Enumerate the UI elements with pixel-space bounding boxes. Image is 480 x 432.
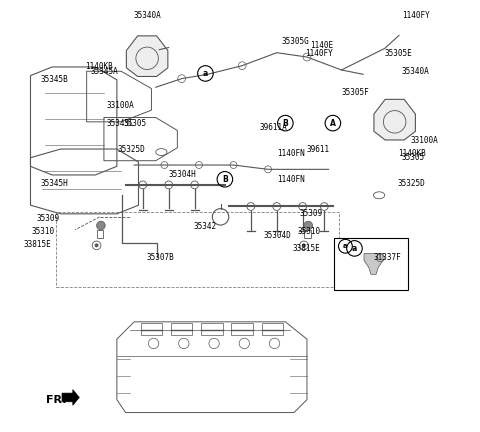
Text: 35325D: 35325D — [397, 179, 425, 188]
Text: 1140KB: 1140KB — [85, 63, 112, 71]
Text: 1140FN: 1140FN — [276, 149, 304, 158]
Text: B: B — [222, 175, 228, 184]
Circle shape — [304, 221, 312, 230]
Text: 39611A: 39611A — [259, 123, 287, 132]
Text: 1140FN: 1140FN — [276, 175, 304, 184]
Circle shape — [273, 203, 281, 210]
Circle shape — [302, 244, 306, 247]
Text: 35340A: 35340A — [133, 11, 161, 19]
Text: 33100A: 33100A — [410, 136, 438, 145]
Text: 35309: 35309 — [36, 214, 60, 222]
Text: 1140FY: 1140FY — [305, 50, 333, 58]
Circle shape — [230, 162, 237, 168]
Text: 33815E: 33815E — [23, 240, 51, 248]
Text: 35307B: 35307B — [146, 253, 174, 261]
Text: a: a — [203, 69, 208, 78]
Circle shape — [320, 203, 328, 210]
Circle shape — [299, 203, 307, 210]
Text: 35310: 35310 — [32, 227, 55, 235]
Text: 33100A: 33100A — [107, 102, 134, 110]
Text: 35305E: 35305E — [384, 50, 412, 58]
Text: 39611: 39611 — [307, 145, 330, 153]
Text: 35305G: 35305G — [281, 37, 309, 45]
Bar — [141, 323, 162, 335]
Bar — [304, 230, 311, 238]
Polygon shape — [374, 99, 415, 140]
Circle shape — [264, 166, 272, 173]
Text: 35304D: 35304D — [264, 231, 291, 240]
Circle shape — [247, 203, 255, 210]
Text: 35345C: 35345C — [106, 119, 134, 127]
Text: 1140KB: 1140KB — [397, 149, 425, 158]
Circle shape — [96, 221, 105, 230]
Bar — [334, 238, 408, 290]
Bar — [56, 212, 339, 287]
Text: A: A — [330, 119, 336, 127]
Text: 35345H: 35345H — [40, 179, 68, 188]
Circle shape — [238, 62, 246, 70]
Polygon shape — [126, 36, 168, 76]
Text: 35305F: 35305F — [341, 89, 369, 97]
Circle shape — [165, 181, 173, 189]
Text: 35309: 35309 — [300, 210, 323, 218]
Text: 35305: 35305 — [402, 153, 425, 162]
Circle shape — [303, 53, 311, 61]
Text: 35325D: 35325D — [117, 145, 145, 153]
Text: 35342: 35342 — [193, 222, 216, 231]
Text: 33815E: 33815E — [293, 244, 321, 253]
Text: 35345B: 35345B — [40, 76, 68, 84]
Bar — [171, 323, 192, 335]
Bar — [201, 323, 223, 335]
Text: 31337F: 31337F — [373, 253, 401, 261]
Bar — [262, 323, 283, 335]
Text: 35304H: 35304H — [169, 171, 196, 179]
Circle shape — [161, 162, 168, 168]
Bar — [231, 323, 253, 335]
Circle shape — [195, 162, 203, 168]
Text: FR.: FR. — [47, 394, 67, 405]
Text: 1140E: 1140E — [310, 41, 333, 50]
Text: a: a — [343, 243, 348, 249]
Text: 35340A: 35340A — [402, 67, 430, 76]
Circle shape — [139, 181, 147, 189]
Text: 1140FY: 1140FY — [402, 11, 430, 19]
Text: B: B — [283, 119, 288, 127]
Circle shape — [178, 75, 186, 83]
Bar — [96, 230, 104, 238]
Polygon shape — [62, 390, 79, 405]
Text: 35310: 35310 — [297, 227, 320, 235]
Text: a: a — [352, 244, 357, 253]
Circle shape — [95, 244, 98, 247]
Circle shape — [191, 181, 199, 189]
Text: 35305: 35305 — [124, 119, 147, 127]
Text: 35345A: 35345A — [91, 67, 119, 76]
Polygon shape — [364, 254, 383, 274]
